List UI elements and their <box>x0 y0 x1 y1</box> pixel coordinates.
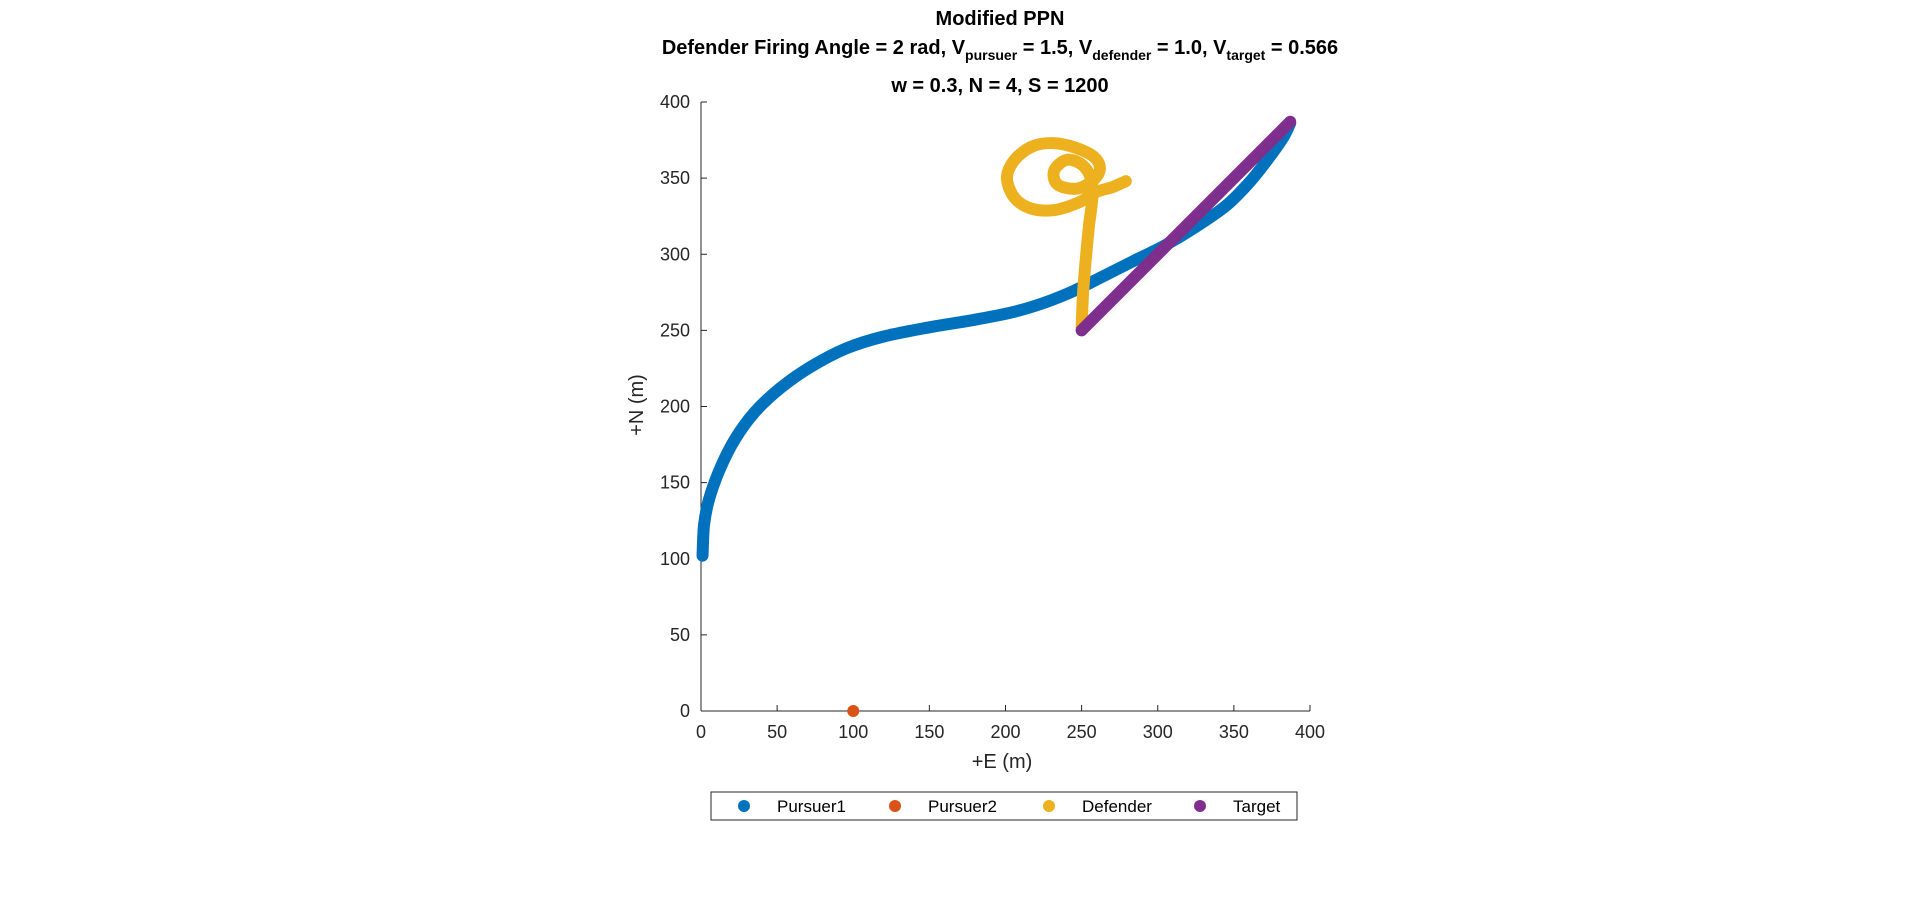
subtitle-defender-sub: defender <box>1092 47 1152 63</box>
legend-marker-pursuer2 <box>889 800 901 812</box>
x-tick-label: 100 <box>838 722 868 742</box>
subtitle-target-sub: target <box>1226 47 1265 63</box>
y-tick-label: 150 <box>660 473 690 493</box>
x-tick-label: 350 <box>1219 722 1249 742</box>
x-tick-label: 150 <box>914 722 944 742</box>
legend-label-target: Target <box>1233 797 1281 816</box>
x-tick-label: 200 <box>990 722 1020 742</box>
y-tick-label: 50 <box>670 625 690 645</box>
axes: 0 50 100 150 200 250 300 350 400 0 50 100 150 200 250 3… <box>660 92 1325 742</box>
series-target-line <box>1075 115 1297 337</box>
y-tick-label: 400 <box>660 92 690 112</box>
x-tick-label: 50 <box>767 722 787 742</box>
legend-marker-pursuer1 <box>738 800 750 812</box>
subtitle-defender-val: = 1.0, V <box>1151 37 1227 59</box>
legend-label-pursuer2: Pursuer2 <box>928 797 997 816</box>
legend: Pursuer1 Pursuer2 Defender Target <box>710 791 1298 821</box>
chart-params: w = 0.3, N = 4, S = 1200 <box>890 75 1108 97</box>
subtitle-target-val: = 0.566 <box>1265 37 1338 59</box>
x-tick-label: 250 <box>1067 722 1097 742</box>
subtitle-pursuer-sub: pursuer <box>965 47 1018 63</box>
legend-label-defender: Defender <box>1082 797 1152 816</box>
series-layer <box>696 115 1297 717</box>
legend-marker-defender <box>1043 800 1055 812</box>
legend-marker-target <box>1194 800 1206 812</box>
x-tick-label: 0 <box>696 722 706 742</box>
y-tick-label: 100 <box>660 549 690 569</box>
y-tick-label: 350 <box>660 168 690 188</box>
y-tick-label: 300 <box>660 244 690 264</box>
subtitle-prefix: Defender Firing Angle = 2 rad, V <box>662 37 966 59</box>
series-pursuer2-point <box>847 705 860 717</box>
legend-label-pursuer1: Pursuer1 <box>777 797 846 816</box>
x-axis-label: +E (m) <box>972 751 1033 773</box>
chart-title: Modified PPN <box>936 8 1065 30</box>
chart-subtitle: Defender Firing Angle = 2 rad, Vpursuer … <box>662 37 1338 63</box>
y-axis-label: +N (m) <box>626 374 648 436</box>
series-pursuer1-line <box>696 117 1297 562</box>
y-tick-label: 0 <box>680 701 690 721</box>
series-defender-line <box>1001 137 1132 334</box>
x-tick-label: 400 <box>1295 722 1325 742</box>
y-tick-label: 200 <box>660 397 690 417</box>
x-tick-label: 300 <box>1143 722 1173 742</box>
y-tick-label: 250 <box>660 320 690 340</box>
subtitle-pursuer-val: = 1.5, V <box>1017 37 1093 59</box>
